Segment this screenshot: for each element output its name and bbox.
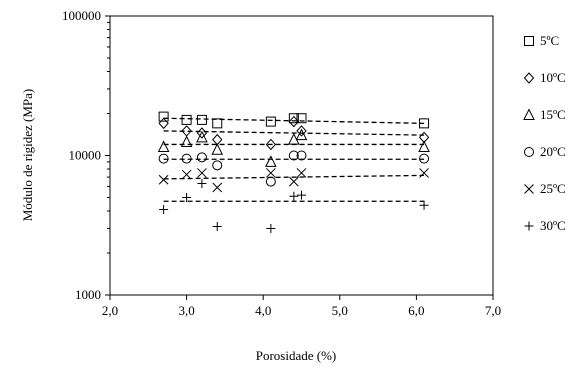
x-axis-title: Porosidade (%) — [256, 348, 337, 363]
legend-label: 25ºC — [540, 181, 566, 196]
x-tick-label: 7,0 — [485, 303, 501, 318]
data-point — [196, 152, 207, 163]
data-point — [265, 155, 277, 167]
data-point — [197, 168, 207, 178]
data-point — [181, 153, 192, 164]
data-point — [419, 200, 429, 210]
data-point — [288, 176, 299, 187]
y-tick-label: 1000 — [75, 287, 101, 302]
data-point — [212, 221, 222, 231]
y-axis-title: Módulo de rigidez (MPa) — [20, 89, 35, 222]
data-point — [197, 178, 207, 188]
x-tick-label: 4,0 — [255, 303, 271, 318]
data-point — [212, 160, 223, 171]
data-point — [265, 138, 277, 151]
data-point — [212, 118, 223, 129]
data-point — [196, 114, 207, 125]
data-point — [419, 118, 430, 129]
legend-marker — [524, 184, 534, 194]
data-point — [181, 114, 192, 125]
legend-label: 15ºC — [540, 107, 566, 122]
data-point — [211, 143, 224, 155]
legend-marker — [523, 72, 535, 84]
trend-line — [163, 117, 425, 125]
legend-label: 20ºC — [540, 144, 566, 159]
data-point — [288, 113, 299, 124]
y-tick-label: 10000 — [69, 148, 102, 163]
data-point — [419, 153, 430, 164]
data-point — [196, 130, 208, 143]
data-point — [266, 223, 276, 233]
data-point — [288, 132, 300, 145]
data-point — [158, 117, 169, 130]
data-point — [288, 115, 300, 128]
data-point — [180, 135, 193, 147]
data-point — [158, 153, 169, 164]
legend-label: 30ºC — [540, 218, 566, 233]
legend-marker — [524, 147, 534, 157]
data-point — [158, 111, 169, 122]
data-point — [212, 133, 223, 146]
x-tick-label: 6,0 — [408, 303, 424, 318]
x-tick-label: 5,0 — [332, 303, 348, 318]
data-point — [212, 182, 223, 193]
y-tick-label: 100000 — [62, 8, 101, 23]
data-point — [295, 128, 308, 141]
data-point — [157, 140, 170, 153]
legend-label: 5ºC — [540, 33, 559, 48]
data-point — [297, 190, 306, 200]
data-point — [182, 192, 192, 202]
data-point — [289, 191, 299, 201]
data-point — [296, 168, 307, 178]
data-point — [296, 150, 307, 161]
data-point — [419, 168, 429, 178]
data-point — [296, 125, 307, 137]
data-point — [265, 176, 276, 187]
legend-marker — [523, 108, 535, 120]
y-axis: 1000 10000 100000 — [62, 8, 110, 302]
data-point — [266, 168, 276, 178]
x-axis: 2,0 3,0 4,0 5,0 6,0 7,0 — [102, 295, 501, 318]
trend-line — [163, 174, 425, 180]
x-tick-label: 2,0 — [102, 303, 118, 318]
legend-label: 10ºC — [540, 70, 566, 85]
legend-marker — [524, 221, 534, 231]
data-point — [288, 150, 299, 161]
legend: 5ºC 10ºC 15ºC 20ºC 25ºC 30ºC — [523, 33, 566, 233]
data-point — [418, 140, 430, 153]
data-point — [265, 116, 276, 127]
data-point — [158, 174, 169, 185]
data-point — [159, 205, 169, 215]
data-point — [181, 169, 192, 180]
legend-marker — [524, 36, 534, 46]
x-tick-label: 3,0 — [178, 303, 194, 318]
data-point — [296, 113, 307, 124]
data-point — [196, 127, 208, 139]
data-markers — [157, 111, 430, 233]
